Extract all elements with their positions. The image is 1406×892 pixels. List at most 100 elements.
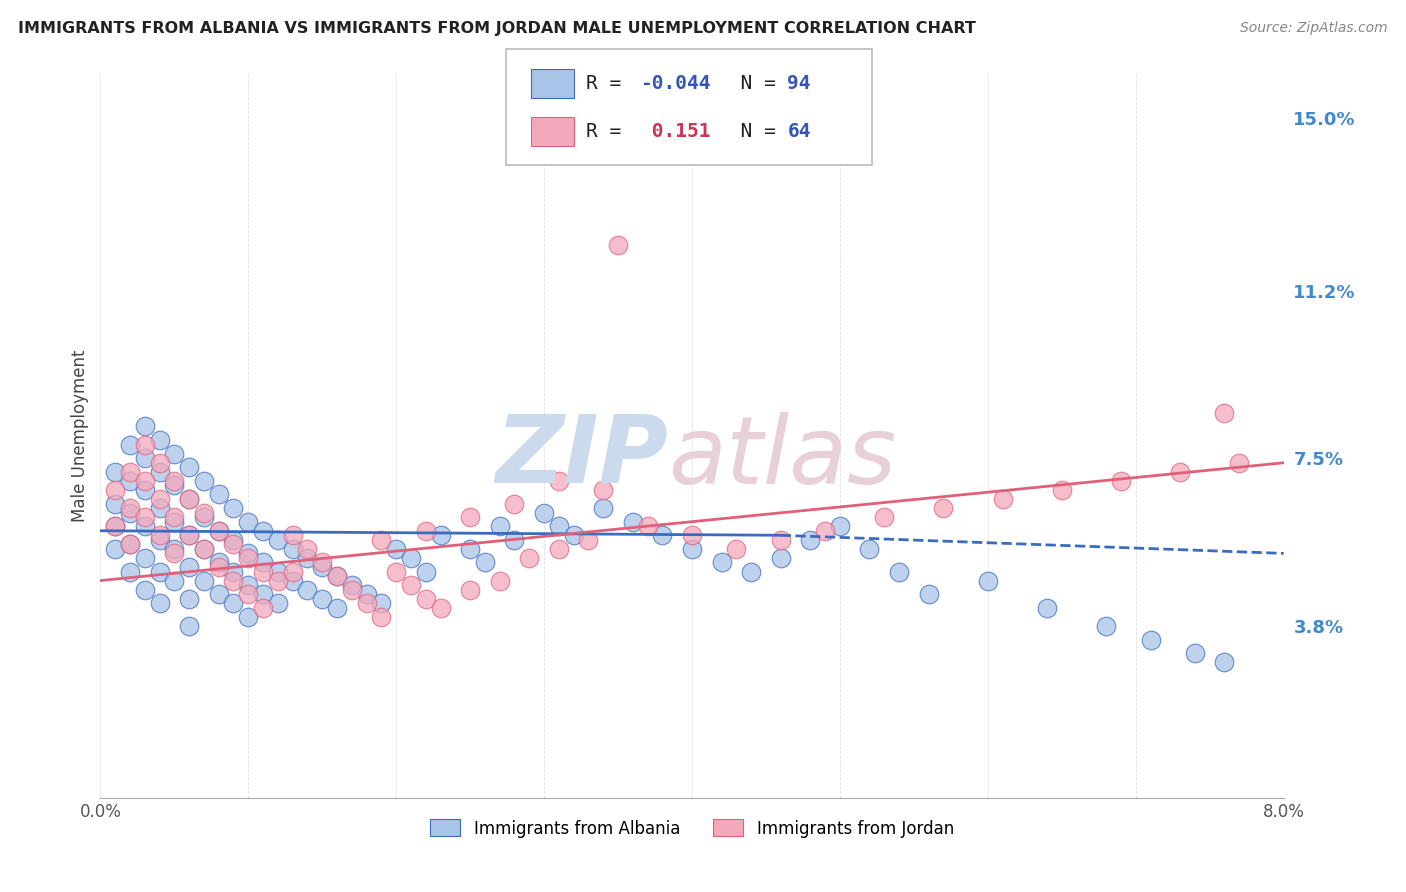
Immigrants from Jordan <box>281 565 304 579</box>
Immigrants from Albania <box>238 610 260 624</box>
Immigrants from Albania <box>340 578 363 592</box>
Immigrants from Albania <box>370 596 392 610</box>
Immigrants from Jordan <box>134 474 156 488</box>
Immigrants from Jordan <box>193 506 215 520</box>
Immigrants from Jordan <box>208 524 231 538</box>
Immigrants from Jordan <box>370 610 392 624</box>
Text: Source: ZipAtlas.com: Source: ZipAtlas.com <box>1240 21 1388 35</box>
Immigrants from Albania <box>222 501 245 516</box>
Immigrants from Albania <box>917 587 939 601</box>
Immigrants from Jordan <box>104 483 127 497</box>
Immigrants from Jordan <box>873 510 896 524</box>
Immigrants from Jordan <box>238 587 260 601</box>
Immigrants from Albania <box>148 465 170 479</box>
Immigrants from Jordan <box>1050 483 1073 497</box>
Immigrants from Albania <box>385 541 408 556</box>
Immigrants from Albania <box>1213 655 1236 669</box>
Immigrants from Albania <box>252 587 274 601</box>
Immigrants from Jordan <box>578 533 600 547</box>
Immigrants from Albania <box>621 515 644 529</box>
Immigrants from Albania <box>458 541 481 556</box>
Immigrants from Albania <box>488 519 510 533</box>
Immigrants from Jordan <box>458 582 481 597</box>
Text: -0.044: -0.044 <box>640 74 710 93</box>
Immigrants from Albania <box>148 533 170 547</box>
Immigrants from Albania <box>799 533 821 547</box>
Immigrants from Jordan <box>1168 465 1191 479</box>
Immigrants from Albania <box>222 533 245 547</box>
Text: N =: N = <box>717 74 787 93</box>
Immigrants from Albania <box>118 474 141 488</box>
Immigrants from Albania <box>222 565 245 579</box>
Immigrants from Albania <box>238 578 260 592</box>
Immigrants from Albania <box>163 478 186 492</box>
Immigrants from Jordan <box>163 510 186 524</box>
Immigrants from Jordan <box>1109 474 1132 488</box>
Immigrants from Albania <box>193 541 215 556</box>
Immigrants from Albania <box>1139 632 1161 647</box>
Immigrants from Albania <box>222 596 245 610</box>
Immigrants from Jordan <box>429 600 451 615</box>
Immigrants from Albania <box>177 491 200 506</box>
Text: atlas: atlas <box>668 412 897 503</box>
Text: 64: 64 <box>787 122 811 141</box>
Immigrants from Albania <box>399 550 422 565</box>
Immigrants from Albania <box>1184 646 1206 660</box>
Immigrants from Jordan <box>238 550 260 565</box>
Immigrants from Albania <box>887 565 910 579</box>
Immigrants from Albania <box>681 541 703 556</box>
Immigrants from Albania <box>163 574 186 588</box>
Immigrants from Albania <box>858 541 880 556</box>
Immigrants from Albania <box>252 524 274 538</box>
Immigrants from Albania <box>134 550 156 565</box>
Immigrants from Albania <box>177 619 200 633</box>
Immigrants from Albania <box>163 541 186 556</box>
Immigrants from Albania <box>134 419 156 434</box>
Immigrants from Albania <box>562 528 585 542</box>
Immigrants from Albania <box>104 497 127 511</box>
Immigrants from Jordan <box>281 528 304 542</box>
Immigrants from Jordan <box>356 596 378 610</box>
Immigrants from Albania <box>592 501 614 516</box>
Immigrants from Albania <box>177 528 200 542</box>
Immigrants from Albania <box>208 587 231 601</box>
Immigrants from Albania <box>118 506 141 520</box>
Immigrants from Albania <box>148 565 170 579</box>
Text: R =: R = <box>586 74 633 93</box>
Immigrants from Albania <box>281 574 304 588</box>
Immigrants from Jordan <box>134 510 156 524</box>
Immigrants from Jordan <box>177 528 200 542</box>
Immigrants from Jordan <box>297 541 319 556</box>
Immigrants from Jordan <box>148 491 170 506</box>
Immigrants from Albania <box>118 537 141 551</box>
Immigrants from Jordan <box>118 537 141 551</box>
Immigrants from Albania <box>267 596 290 610</box>
Immigrants from Jordan <box>415 524 437 538</box>
Immigrants from Jordan <box>252 565 274 579</box>
Immigrants from Albania <box>134 582 156 597</box>
Text: R =: R = <box>586 122 633 141</box>
Immigrants from Albania <box>177 560 200 574</box>
Text: 0.151: 0.151 <box>640 122 710 141</box>
Immigrants from Albania <box>311 560 333 574</box>
Immigrants from Jordan <box>1213 406 1236 420</box>
Immigrants from Jordan <box>547 474 569 488</box>
Immigrants from Albania <box>208 487 231 501</box>
Immigrants from Albania <box>977 574 1000 588</box>
Immigrants from Jordan <box>104 519 127 533</box>
Immigrants from Jordan <box>222 574 245 588</box>
Immigrants from Jordan <box>193 541 215 556</box>
Immigrants from Albania <box>238 546 260 560</box>
Immigrants from Jordan <box>118 501 141 516</box>
Immigrants from Jordan <box>725 541 748 556</box>
Immigrants from Albania <box>326 600 349 615</box>
Immigrants from Albania <box>297 550 319 565</box>
Immigrants from Albania <box>267 565 290 579</box>
Immigrants from Albania <box>163 447 186 461</box>
Immigrants from Jordan <box>163 546 186 560</box>
Text: 94: 94 <box>787 74 811 93</box>
Immigrants from Albania <box>118 565 141 579</box>
Immigrants from Jordan <box>814 524 837 538</box>
Immigrants from Albania <box>547 519 569 533</box>
Immigrants from Jordan <box>148 528 170 542</box>
